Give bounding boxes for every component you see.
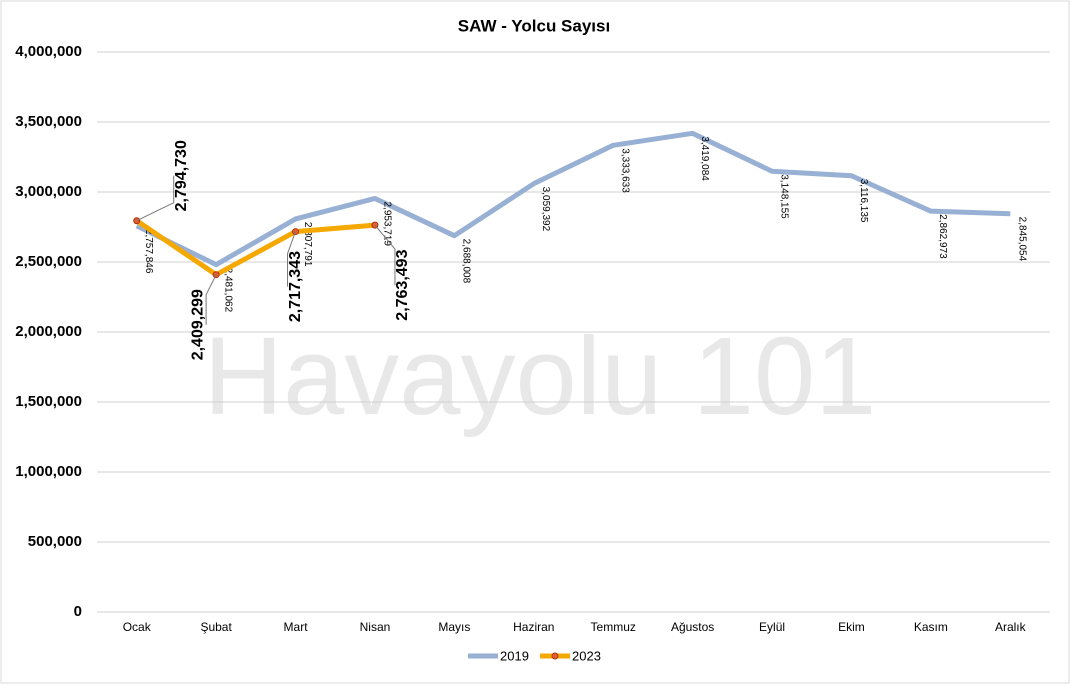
watermark: Havayolu 101 xyxy=(204,315,877,438)
legend-label: 2023 xyxy=(572,648,601,663)
x-tick-label: Ocak xyxy=(123,620,152,634)
series-line xyxy=(135,218,376,278)
data-label: 3,333,633 xyxy=(620,148,631,193)
y-tick-label: 2,000,000 xyxy=(15,323,82,340)
y-tick-label: 3,000,000 xyxy=(15,183,82,200)
x-tick-label: Ekim xyxy=(838,620,865,634)
legend-label: 2019 xyxy=(500,648,529,663)
y-tick-label: 1,000,000 xyxy=(15,463,82,480)
leader-line xyxy=(205,274,217,325)
x-tick-label: Nisan xyxy=(360,620,391,634)
series-line xyxy=(135,130,1011,268)
x-tick-label: Haziran xyxy=(513,620,554,634)
data-label: 3,148,155 xyxy=(778,174,789,219)
y-tick-label: 0 xyxy=(74,603,82,620)
x-tick-label: Şubat xyxy=(200,620,232,634)
y-tick-label: 2,500,000 xyxy=(15,253,82,270)
legend-marker xyxy=(551,652,559,660)
chart-title: SAW - Yolcu Sayısı xyxy=(458,16,610,35)
x-tick-label: Mayıs xyxy=(438,620,470,634)
x-tick-label: Mart xyxy=(284,620,309,634)
leader-line xyxy=(287,231,297,287)
x-tick-label: Kasım xyxy=(914,620,948,634)
x-tick-label: Aralık xyxy=(995,620,1027,634)
data-label: 3,059,392 xyxy=(540,187,551,232)
x-tick-label: Ağustos xyxy=(671,620,714,634)
data-label: 3,419,084 xyxy=(699,136,710,181)
leader-line xyxy=(374,224,396,286)
y-tick-label: 500,000 xyxy=(28,533,82,550)
data-label: 2,794,730 xyxy=(173,140,190,211)
y-tick-label: 3,500,000 xyxy=(15,113,82,130)
data-label: 2,481,062 xyxy=(222,268,233,313)
leader-line xyxy=(136,175,175,222)
y-tick-label: 1,500,000 xyxy=(15,393,82,410)
data-label: 2,409,299 xyxy=(189,289,206,360)
data-label: 2,717,343 xyxy=(287,251,304,322)
x-tick-label: Eylül xyxy=(759,620,785,634)
data-label: 2,757,846 xyxy=(143,229,154,274)
data-label: 2,807,791 xyxy=(302,222,313,267)
x-tick-label: Temmuz xyxy=(591,620,636,634)
data-label: 2,763,493 xyxy=(394,249,411,320)
data-label: 2,953,719 xyxy=(381,201,392,246)
y-tick-label: 4,000,000 xyxy=(15,43,82,60)
data-label: 3,116,135 xyxy=(858,179,869,223)
data-label: 2,862,973 xyxy=(937,214,948,259)
data-label: 2,688,008 xyxy=(461,239,472,284)
data-label: 2,845,054 xyxy=(1017,217,1028,262)
